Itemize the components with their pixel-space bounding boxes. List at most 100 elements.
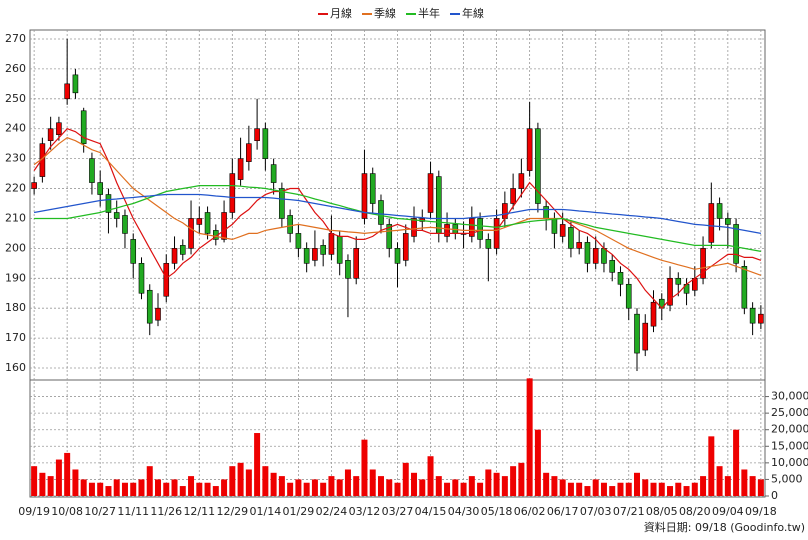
volume-bar: [55, 459, 62, 496]
candle-body: [279, 188, 285, 219]
volume-bar: [344, 469, 351, 496]
volume-bar: [741, 469, 748, 496]
candle-body: [708, 203, 715, 243]
y2-tick-label: 0: [771, 489, 778, 502]
volume-bar: [749, 476, 756, 496]
x-tick-label: 01/14: [250, 505, 282, 518]
x-tick-label: 04/30: [448, 505, 480, 518]
volume-bar: [567, 482, 574, 496]
volume-bar: [642, 479, 649, 496]
x-tick-label: 07/03: [580, 505, 612, 518]
candle-body: [353, 248, 360, 279]
y2-tick-label: 5,000: [771, 472, 803, 485]
volume-bar: [237, 462, 244, 496]
volume-bar: [97, 482, 104, 496]
candle-body: [312, 248, 318, 261]
volume-bar: [559, 479, 566, 496]
volume-bar: [113, 479, 120, 496]
x-tick-label: 09/18: [745, 505, 777, 518]
x-tick-label: 10/08: [51, 505, 83, 518]
candle-body: [221, 212, 227, 240]
y-tick-label: 260: [5, 62, 26, 75]
volume-bar: [724, 476, 731, 496]
volume-bar: [39, 472, 46, 496]
candle-body: [526, 128, 533, 171]
volume-bar: [130, 482, 137, 496]
candle-body: [444, 224, 450, 237]
candle-body: [733, 224, 739, 264]
volume-bar: [667, 486, 674, 496]
volume-bar: [518, 462, 525, 496]
candle-body: [625, 283, 632, 309]
volume-bar: [551, 476, 558, 496]
volume-bar: [72, 469, 79, 496]
volume-bar: [493, 472, 500, 496]
y2-tick-label: 25,000: [771, 406, 808, 419]
volume-bar: [196, 482, 203, 496]
volume-bar: [328, 476, 335, 496]
candle-body: [700, 248, 706, 279]
candle-body: [716, 203, 723, 219]
candle-body: [675, 277, 682, 285]
candle-body: [592, 248, 599, 264]
volume-bar: [444, 482, 451, 496]
volume-bar: [633, 472, 640, 496]
legend-label: 月線: [330, 6, 352, 20]
volume-bar: [121, 482, 128, 496]
candle-body: [435, 176, 442, 234]
candle-body: [113, 212, 120, 219]
volume-bar: [708, 436, 715, 496]
x-tick-label: 01/29: [283, 505, 315, 518]
candle-body: [576, 242, 582, 249]
volume-bar: [733, 429, 740, 496]
volume-bar: [245, 469, 252, 496]
candle-body: [369, 173, 376, 204]
y2-tick-label: 20,000: [771, 423, 808, 436]
x-tick-label: 09/04: [712, 505, 744, 518]
volume-bar: [452, 479, 459, 496]
x-tick-label: 08/05: [646, 505, 678, 518]
candle-body: [485, 239, 492, 249]
volume-bar: [254, 433, 261, 496]
volume-bar: [303, 482, 310, 496]
volume-bar: [411, 472, 418, 496]
candle-body: [56, 122, 62, 136]
volume-bar: [353, 476, 360, 496]
y-tick-label: 160: [5, 361, 26, 374]
source-note: 資料日期: 09/18 (Goodinfo.tw): [644, 520, 805, 534]
candle-body: [469, 218, 475, 237]
candle-body: [609, 260, 616, 273]
volume-bar: [625, 482, 632, 496]
candle-body: [402, 233, 409, 261]
candle-body: [601, 248, 607, 264]
x-tick-label: 12/29: [216, 505, 248, 518]
candle-body: [31, 182, 37, 189]
candle-body: [105, 194, 112, 213]
x-tick-label: 05/18: [481, 505, 513, 518]
volume-bar: [336, 479, 343, 496]
candle-body: [386, 224, 393, 249]
x-tick-label: 06/17: [547, 505, 579, 518]
y-tick-label: 180: [5, 301, 26, 314]
volume-bar: [146, 466, 153, 496]
volume-bar: [510, 466, 517, 496]
volume-bar: [700, 476, 707, 496]
legend-label: 年線: [462, 6, 484, 20]
volume-bar: [419, 479, 426, 496]
candle-body: [179, 245, 186, 255]
candle-body: [97, 182, 103, 195]
candle-body: [237, 158, 244, 180]
candle-body: [89, 158, 95, 183]
candle-body: [163, 263, 170, 297]
candle-body: [543, 206, 549, 219]
volume-bar: [691, 482, 698, 496]
candle-body: [229, 173, 236, 213]
volume-bar: [64, 452, 71, 496]
candle-body: [394, 248, 401, 264]
legend-label: 半年: [418, 6, 440, 20]
legend-label: 季線: [374, 6, 396, 20]
candle-body: [345, 260, 351, 279]
candle-body: [749, 307, 756, 324]
y-tick-label: 190: [5, 271, 26, 284]
volume-bar: [757, 479, 764, 496]
